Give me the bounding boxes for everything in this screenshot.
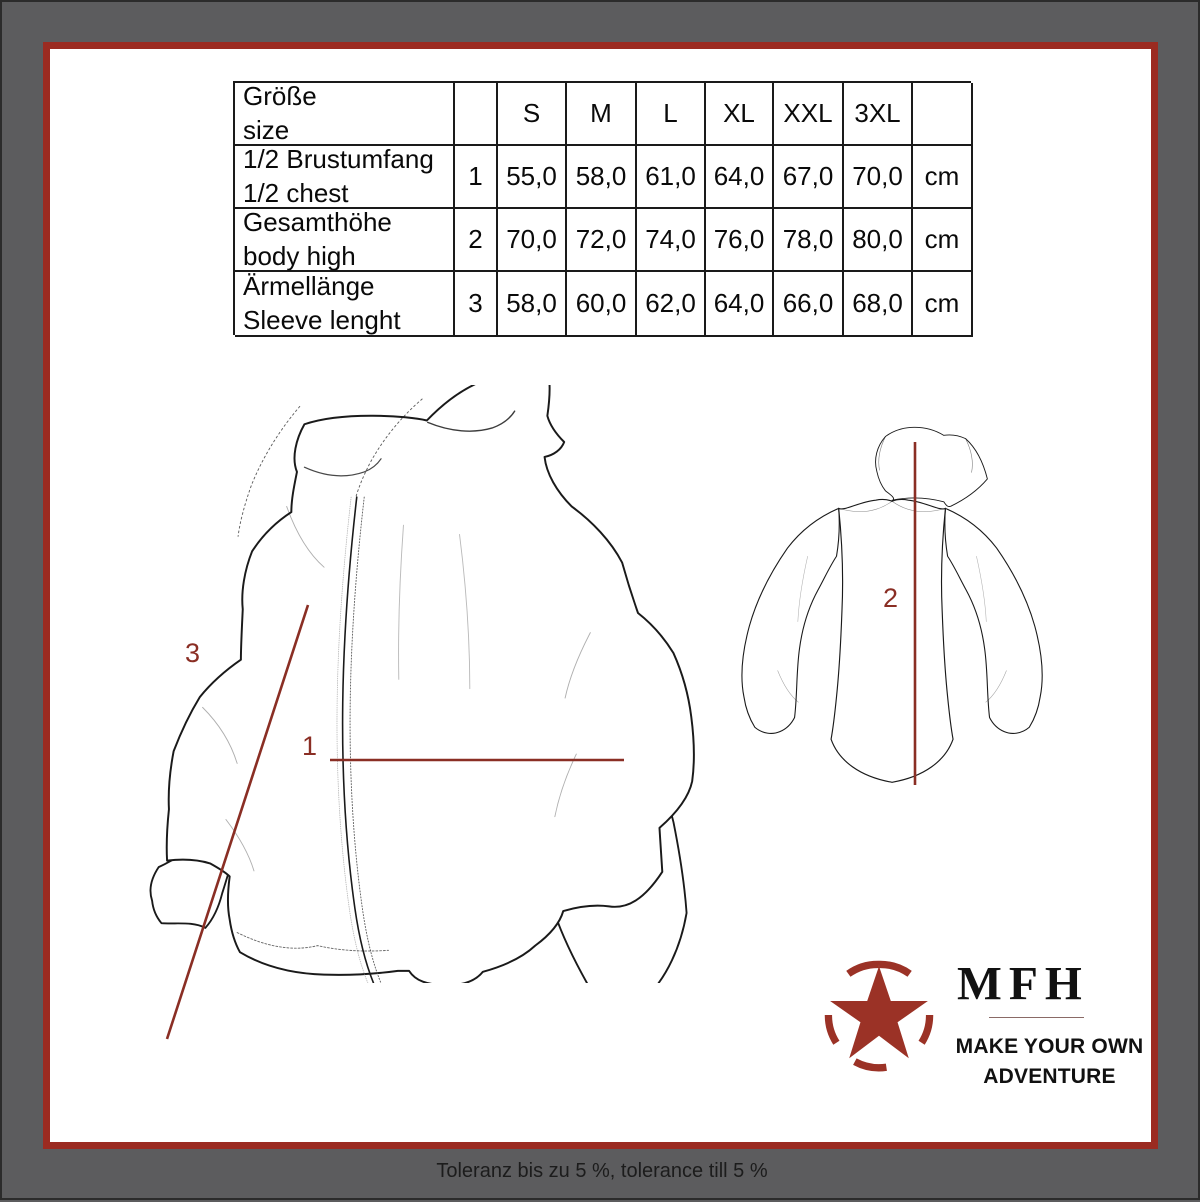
- svg-text:MFH: MFH: [957, 959, 1089, 1011]
